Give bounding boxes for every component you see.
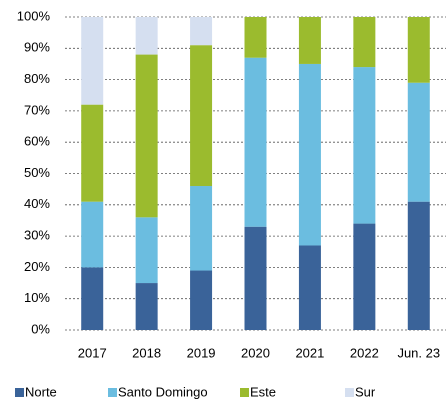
bar-segment (407, 201, 430, 330)
bar-segment (244, 226, 267, 330)
bar-segment (190, 270, 213, 330)
bar-segment (81, 201, 104, 268)
x-tick-label: 2019 (187, 345, 216, 360)
bar-segment (298, 17, 321, 64)
x-tick-label: Jun. 23 (397, 345, 440, 360)
y-tick-label: 100% (17, 8, 51, 23)
bar-segment (407, 82, 430, 202)
y-tick-label: 0% (31, 321, 50, 336)
x-tick-label: 2018 (132, 345, 161, 360)
y-tick-label: 40% (24, 196, 50, 211)
legend-label: Santo Domingo (118, 384, 208, 399)
y-tick-label: 80% (24, 71, 50, 86)
legend-swatch (345, 388, 354, 397)
y-tick-label: 60% (24, 134, 50, 149)
legend-swatch (108, 388, 117, 397)
bar-segment (353, 17, 376, 68)
bar-segment (81, 17, 104, 105)
x-tick-label: 2022 (350, 345, 379, 360)
x-tick-label: 2020 (241, 345, 270, 360)
legend-label: Norte (25, 384, 57, 399)
bar-segment (190, 17, 213, 46)
x-tick-label: 2017 (78, 345, 107, 360)
legend-swatch (15, 388, 24, 397)
bar-segment (135, 283, 158, 330)
legend-swatch (240, 388, 249, 397)
bar-segment (353, 223, 376, 330)
bar-segment (135, 17, 158, 55)
bar-segment (81, 104, 104, 202)
y-tick-label: 50% (24, 165, 50, 180)
y-tick-label: 10% (24, 290, 50, 305)
bar-segment (190, 186, 213, 271)
y-tick-label: 70% (24, 102, 50, 117)
y-tick-label: 90% (24, 40, 50, 55)
y-tick-label: 20% (24, 259, 50, 274)
x-tick-label: 2021 (295, 345, 324, 360)
bar-segment (81, 267, 104, 330)
bar-segment (135, 217, 158, 284)
legend-label: Este (250, 384, 276, 399)
bar-segment (353, 67, 376, 224)
y-tick-label: 30% (24, 228, 50, 243)
bar-segment (298, 245, 321, 330)
bar-segment (244, 17, 267, 58)
bar-segment (190, 45, 213, 187)
bar-segment (244, 57, 267, 227)
bar-segment (407, 17, 430, 83)
legend-label: Sur (355, 384, 376, 399)
bar-segment (135, 54, 158, 218)
bar-segment (298, 63, 321, 246)
